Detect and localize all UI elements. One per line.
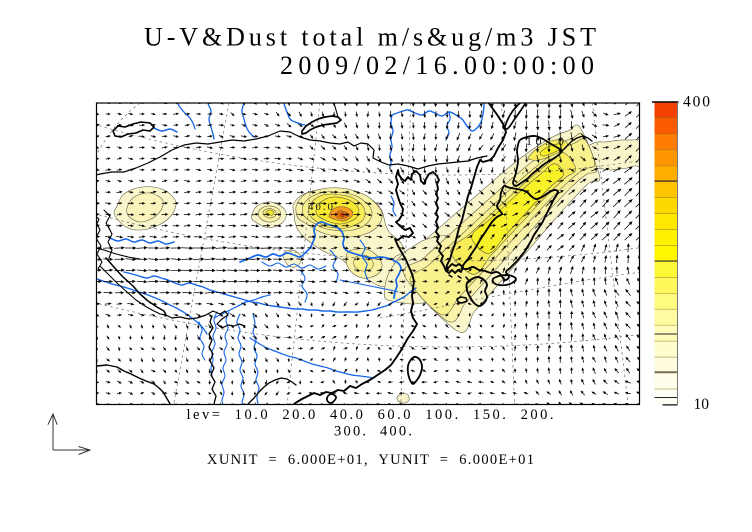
svg-text:10. 0: 10. 0 [526,134,564,148]
svg-text:10: 10 [694,396,710,413]
svg-text:XUNIT = 6.000E+01, YUNIT =: XUNIT = 6.000E+01, YUNIT = 6.000E+01 [207,452,534,468]
svg-text:400: 400 [683,94,710,111]
svg-text:U-V&Dust total m/s&ug/m3 JST: U-V&Dust total m/s&ug/m3 JST [144,23,596,52]
